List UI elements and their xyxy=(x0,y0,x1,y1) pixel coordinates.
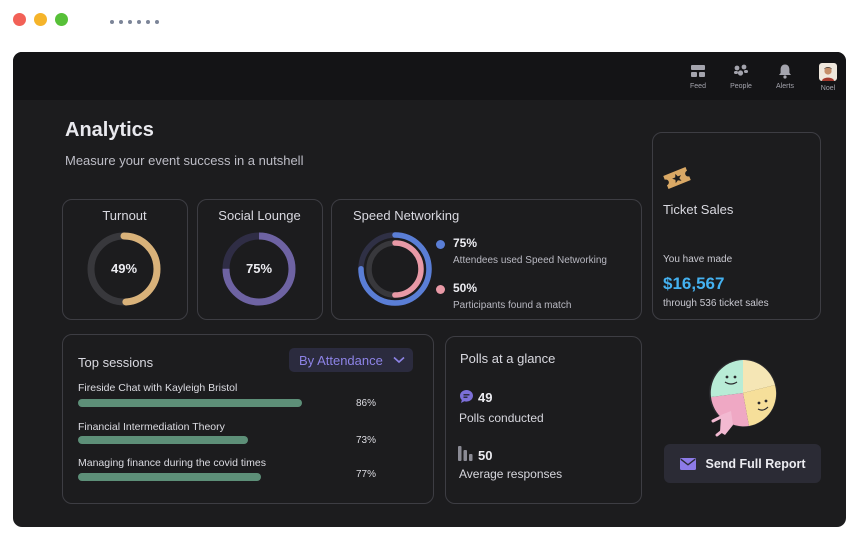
ticket-sales-card: Ticket Sales You have made $16,567 throu… xyxy=(652,132,821,320)
ticket-sales-prefix: You have made xyxy=(663,254,733,265)
turnout-progress-arc xyxy=(87,232,161,306)
top-sessions-title: Top sessions xyxy=(78,355,154,370)
speed-networking-title: Speed Networking xyxy=(353,208,460,223)
ticket-sales-title: Ticket Sales xyxy=(663,202,734,217)
social-lounge-progress-arc xyxy=(222,232,296,306)
average-responses-value: 50 xyxy=(478,448,493,463)
participants-label: Participants found a match xyxy=(453,300,572,311)
session-bar xyxy=(78,399,302,407)
page-subtitle: Measure your event success in a nutshell xyxy=(65,153,304,168)
tab-overflow-dots xyxy=(110,20,159,24)
nav-feed-label: Feed xyxy=(690,83,706,90)
nav-profile-label: Noel xyxy=(820,85,836,92)
send-full-report-button[interactable]: Send Full Report xyxy=(664,444,821,483)
polls-card: Polls at a glance 49 Polls conducted 50 … xyxy=(445,336,642,504)
attendees-used-arc xyxy=(358,232,432,306)
social-lounge-ring xyxy=(222,232,296,306)
participants-legend-dot xyxy=(436,285,445,294)
speed-networking-rings xyxy=(358,232,432,306)
turnout-value: 49% xyxy=(110,261,138,276)
window-minimize-button[interactable] xyxy=(34,13,47,26)
participants-pct: 50% xyxy=(453,281,478,295)
page-title: Analytics xyxy=(65,119,154,141)
participants-matched-arc xyxy=(366,240,424,298)
attendees-pct: 75% xyxy=(453,236,478,250)
session-name: Fireside Chat with Kayleigh Bristol xyxy=(78,382,238,394)
polls-conducted-value: 49 xyxy=(478,390,493,405)
session-bar-track xyxy=(78,473,304,481)
chevron-down-icon xyxy=(393,356,405,364)
send-full-report-label: Send Full Report xyxy=(705,456,806,471)
sort-by-value: By Attendance xyxy=(299,352,383,368)
people-icon xyxy=(734,64,748,76)
nav-people[interactable]: People xyxy=(719,63,763,90)
session-name: Financial Intermediation Theory xyxy=(78,421,225,433)
polls-conducted-label: Polls conducted xyxy=(459,411,544,425)
bell-icon xyxy=(779,64,791,79)
ticket-sales-amount: $16,567 xyxy=(663,274,725,293)
nav-feed[interactable]: Feed xyxy=(676,63,720,90)
attendees-label: Attendees used Speed Networking xyxy=(453,255,607,266)
avatar xyxy=(819,63,837,81)
social-lounge-card: Social Lounge 75% xyxy=(197,199,323,320)
nav-profile[interactable]: Noel xyxy=(806,63,846,92)
window-close-button[interactable] xyxy=(13,13,26,26)
social-lounge-title: Social Lounge xyxy=(218,208,301,223)
polls-title: Polls at a glance xyxy=(460,351,556,366)
session-bar xyxy=(78,436,248,444)
session-bar-track xyxy=(78,436,304,444)
session-bar-track xyxy=(78,399,304,407)
turnout-ring xyxy=(87,232,161,306)
session-pct: 86% xyxy=(356,398,377,409)
analytics-app: Feed People Alerts xyxy=(13,52,846,527)
envelope-icon xyxy=(679,457,696,470)
ticket-icon xyxy=(663,167,691,189)
feed-icon xyxy=(691,65,705,77)
average-responses-label: Average responses xyxy=(459,467,563,481)
social-lounge-value: 75% xyxy=(245,261,273,276)
ticket-sales-suffix: through 536 ticket sales xyxy=(663,298,769,309)
sort-by-dropdown[interactable]: By Attendance xyxy=(289,348,413,372)
attendees-legend-dot xyxy=(436,240,445,249)
chat-bubble-icon xyxy=(460,390,473,403)
turnout-title: Turnout xyxy=(102,208,147,223)
speed-networking-card: Speed Networking 75% Attendees used Spee… xyxy=(331,199,642,320)
session-bar xyxy=(78,473,262,481)
session-name: Managing finance during the covid times xyxy=(78,457,266,469)
top-nav-bar: Feed People Alerts xyxy=(13,52,846,100)
nav-alerts-label: Alerts xyxy=(776,83,794,90)
bar-chart-icon xyxy=(458,446,473,461)
session-pct: 77% xyxy=(356,469,377,480)
pie-chart-illustration xyxy=(709,359,777,437)
nav-alerts[interactable]: Alerts xyxy=(763,63,807,90)
window-maximize-button[interactable] xyxy=(55,13,68,26)
top-sessions-card: Top sessions By Attendance Fireside Chat… xyxy=(62,334,434,504)
session-pct: 73% xyxy=(356,435,377,446)
turnout-card: Turnout 49% xyxy=(62,199,188,320)
nav-people-label: People xyxy=(730,83,752,90)
